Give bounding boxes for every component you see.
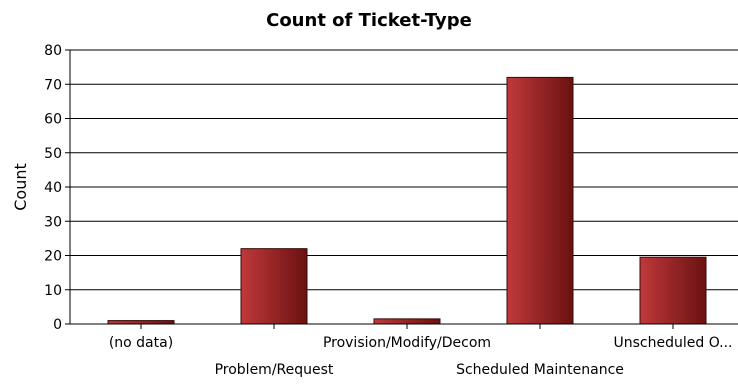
y-tick-label-70: 70 [44,77,62,93]
x-ticks [140,324,674,329]
x-category-label-0: (no data) [109,335,173,351]
y-tick-label-80: 80 [44,43,62,59]
bars [107,76,707,325]
x-category-label-3: Scheduled Maintenance [456,362,624,378]
grid-lines [70,49,738,291]
y-tick-label-40: 40 [44,180,62,196]
chart-title: Count of Ticket-Type [266,10,472,31]
bar-0 [107,320,175,325]
bar-4 [639,256,707,325]
y-tick-label-30: 30 [44,214,62,230]
y-tick-label-60: 60 [44,112,62,128]
x-category-label-4: Unscheduled O... [614,335,733,351]
y-tick-label-20: 20 [44,249,62,265]
y-tick-labels: 0 10 20 30 40 50 60 70 80 [44,43,70,333]
y-tick-label-0: 0 [53,317,62,333]
x-category-labels: (no data) Problem/Request Provision/Modify… [109,335,733,378]
bar-2 [373,318,441,325]
bar-1 [240,248,308,325]
x-category-label-2: Provision/Modify/Decom [323,335,491,351]
y-axis-label: Count [11,163,30,211]
x-category-label-1: Problem/Request [215,362,334,378]
y-tick-label-50: 50 [44,146,62,162]
bar-3 [506,76,574,325]
y-tick-label-10: 10 [44,283,62,299]
